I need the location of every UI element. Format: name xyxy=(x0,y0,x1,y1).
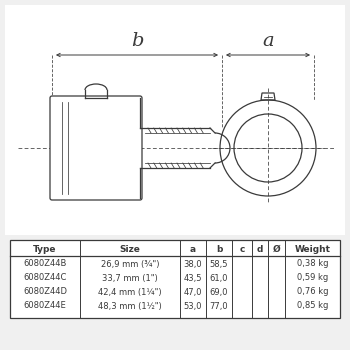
Text: 26,9 mm (¾"): 26,9 mm (¾") xyxy=(101,259,159,268)
Text: 0,38 kg: 0,38 kg xyxy=(297,259,328,268)
Text: 0,85 kg: 0,85 kg xyxy=(297,301,328,310)
Text: Weight: Weight xyxy=(294,245,330,253)
Text: 47,0: 47,0 xyxy=(184,287,202,296)
Text: 77,0: 77,0 xyxy=(210,301,228,310)
Text: 48,3 mm (1½"): 48,3 mm (1½") xyxy=(98,301,162,310)
Text: 38,0: 38,0 xyxy=(184,259,202,268)
Text: 69,0: 69,0 xyxy=(210,287,228,296)
Text: 43,5: 43,5 xyxy=(184,273,202,282)
Text: b: b xyxy=(131,32,143,50)
Text: b: b xyxy=(216,245,222,253)
Text: a: a xyxy=(190,245,196,253)
Text: 42,4 mm (1¼"): 42,4 mm (1¼") xyxy=(98,287,162,296)
Text: 6080Z44B: 6080Z44B xyxy=(23,259,67,268)
FancyBboxPatch shape xyxy=(50,96,142,200)
Text: 61,0: 61,0 xyxy=(210,273,228,282)
Text: 33,7 mm (1"): 33,7 mm (1") xyxy=(102,273,158,282)
Text: Size: Size xyxy=(120,245,140,253)
Text: 6080Z44C: 6080Z44C xyxy=(23,273,67,282)
Bar xyxy=(10,240,340,318)
Text: 6080Z44D: 6080Z44D xyxy=(23,287,67,296)
Text: 58,5: 58,5 xyxy=(210,259,228,268)
Text: 0,76 kg: 0,76 kg xyxy=(297,287,328,296)
Text: 53,0: 53,0 xyxy=(184,301,202,310)
Text: Ø: Ø xyxy=(273,245,280,253)
Text: d: d xyxy=(257,245,263,253)
Text: Type: Type xyxy=(33,245,57,253)
Text: a: a xyxy=(262,32,274,50)
Text: 0,59 kg: 0,59 kg xyxy=(297,273,328,282)
Text: 6080Z44E: 6080Z44E xyxy=(24,301,66,310)
Text: c: c xyxy=(239,245,245,253)
Bar xyxy=(5,5,345,235)
